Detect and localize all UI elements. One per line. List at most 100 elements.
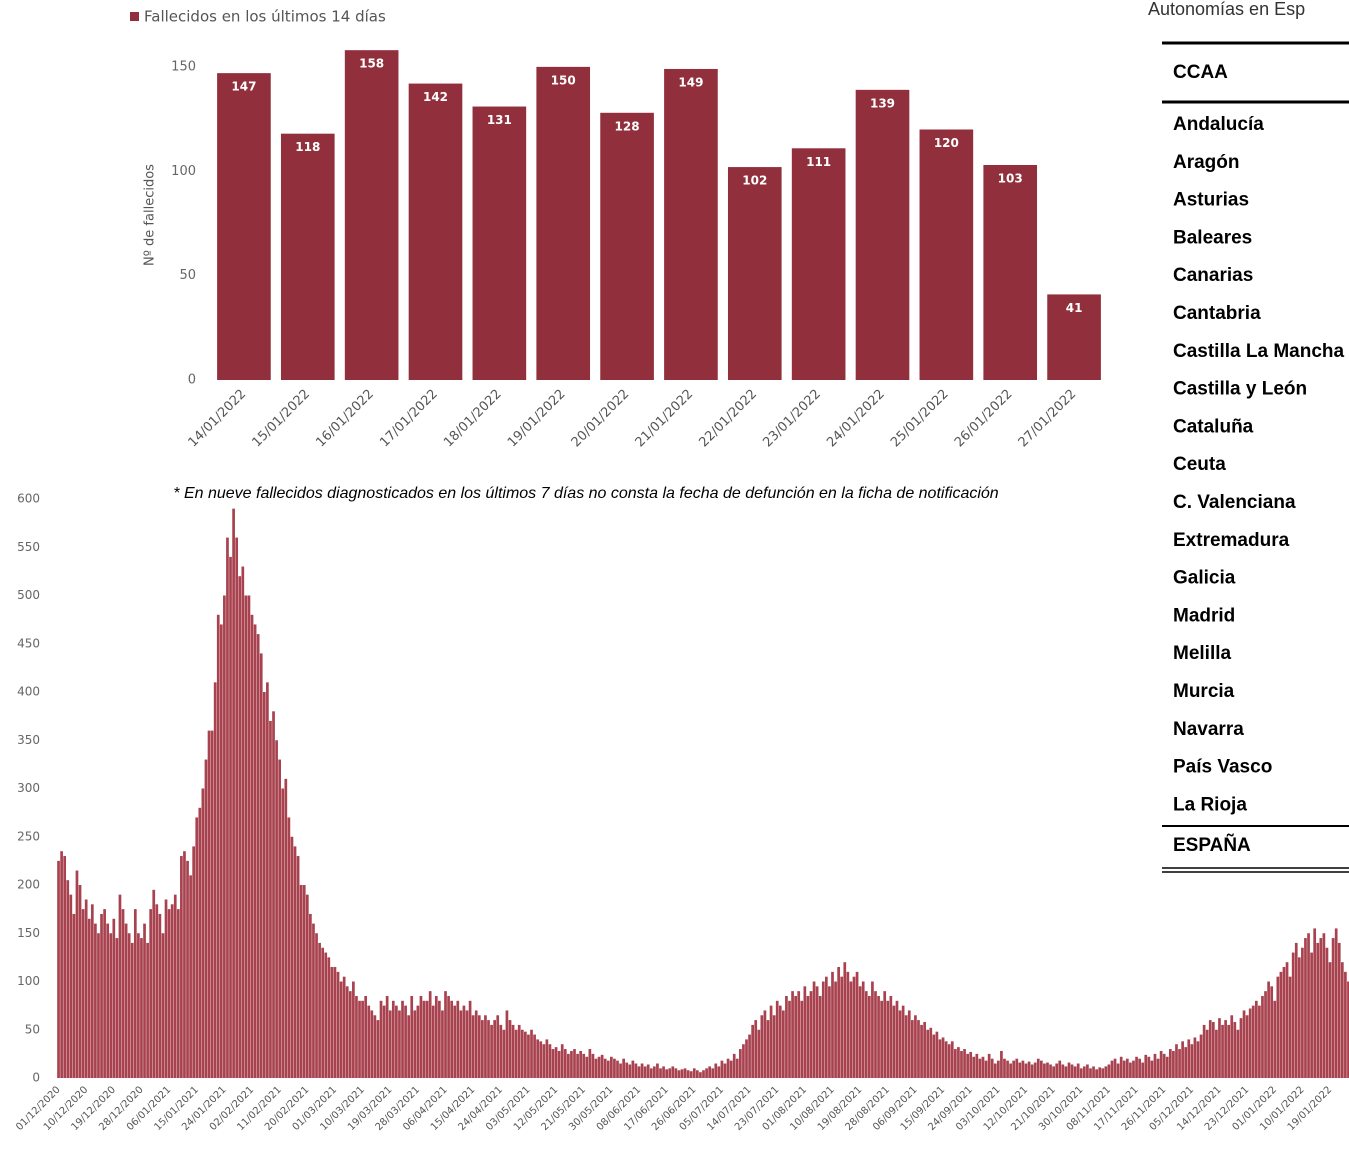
table-row: Galicia (1173, 568, 1236, 589)
bar (78, 885, 82, 1078)
x-tick-label: 25/01/2022 (888, 387, 952, 451)
bar (293, 846, 297, 1078)
bar (757, 1029, 761, 1078)
bar (398, 1010, 401, 1078)
bar (665, 1069, 668, 1078)
bar (809, 991, 813, 1078)
bar (1233, 1022, 1237, 1078)
bar (950, 1041, 954, 1078)
bar (729, 1060, 733, 1078)
bar (520, 1029, 524, 1078)
bar (990, 1058, 994, 1078)
bar (1211, 1022, 1215, 1078)
bar (622, 1058, 625, 1078)
bar (484, 1015, 487, 1078)
bar (910, 1020, 914, 1078)
bar (849, 981, 853, 1078)
bar (453, 1005, 457, 1078)
bar (213, 682, 217, 1078)
bar (1202, 1024, 1206, 1078)
bar (176, 909, 180, 1078)
bar (696, 1070, 699, 1078)
bar (124, 923, 128, 1078)
bar (656, 1063, 659, 1078)
x-tick-label: 14/01/2022 (186, 387, 250, 451)
bar (889, 995, 893, 1078)
bar (610, 1056, 613, 1078)
y-tick-label: 350 (17, 733, 40, 747)
table-row: Castilla La Mancha (1173, 341, 1344, 362)
bar (699, 1072, 702, 1078)
table-row: Asturias (1173, 190, 1249, 211)
bar (1116, 1063, 1120, 1078)
bar (468, 1000, 472, 1078)
bar (370, 1010, 374, 1078)
bar (975, 1053, 979, 1078)
data-label: 102 (742, 174, 767, 188)
bar (987, 1053, 991, 1078)
bar (459, 1010, 463, 1078)
bar (514, 1029, 518, 1078)
bar (818, 995, 822, 1078)
bar (517, 1024, 521, 1078)
bar (1046, 1062, 1049, 1078)
bar (112, 918, 116, 1078)
bar (413, 1010, 417, 1078)
bar (664, 68, 718, 381)
y-tick-label: 150 (171, 59, 196, 74)
bar (563, 1049, 567, 1078)
bar (530, 1029, 533, 1078)
bar (1033, 1062, 1037, 1078)
bar (901, 1005, 905, 1078)
bar (1043, 1063, 1046, 1078)
bar (533, 1034, 536, 1078)
bar (391, 1000, 395, 1078)
bar (87, 918, 91, 1078)
bar (683, 1068, 687, 1078)
bar (358, 1000, 361, 1078)
table-row: País Vasco (1173, 757, 1272, 778)
bar (659, 1068, 662, 1078)
bar (782, 1010, 785, 1078)
bar (241, 566, 245, 1078)
table-row: La Rioja (1173, 794, 1247, 815)
bar (972, 1056, 976, 1078)
bar (508, 1020, 512, 1078)
bar (524, 1031, 527, 1078)
bar (941, 1037, 945, 1078)
data-label: 120 (934, 136, 959, 150)
bar (542, 1044, 546, 1078)
bar (671, 1066, 675, 1078)
bar (1162, 1053, 1166, 1078)
bar (201, 788, 205, 1078)
bar (794, 995, 797, 1078)
table-row: Canarias (1173, 265, 1253, 286)
bar (551, 1049, 555, 1078)
bar (1285, 962, 1289, 1078)
bar (806, 995, 810, 1078)
data-label: 158 (359, 57, 384, 71)
bar (1325, 947, 1329, 1078)
bar (490, 1024, 493, 1078)
bar (947, 1044, 951, 1078)
table-row: Navarra (1173, 719, 1244, 740)
bar (256, 634, 260, 1078)
bar (296, 856, 300, 1078)
bar (1245, 1015, 1249, 1078)
bar (474, 1010, 478, 1078)
bar (348, 991, 352, 1078)
bar (751, 1024, 754, 1078)
bar (840, 976, 844, 1078)
bar (266, 682, 269, 1078)
data-label: 103 (998, 171, 1023, 185)
bar (588, 1049, 592, 1078)
bar (447, 995, 450, 1078)
bar (763, 1010, 767, 1078)
x-tick-label: 17/01/2022 (377, 387, 441, 451)
bar (499, 1024, 503, 1078)
y-tick-label: 300 (17, 781, 40, 795)
bar (352, 981, 355, 1078)
bar (754, 1020, 758, 1078)
bar (57, 860, 60, 1078)
bar (465, 1010, 469, 1078)
